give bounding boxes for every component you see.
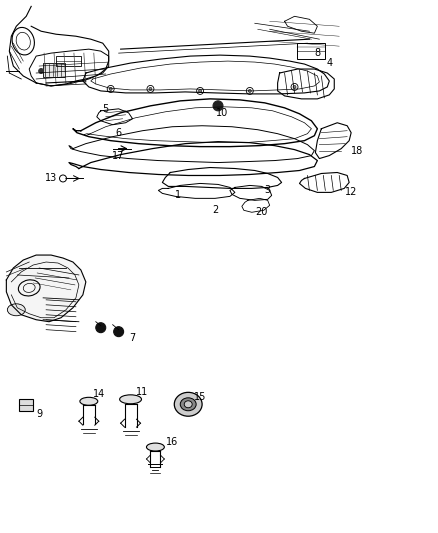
- Circle shape: [96, 322, 106, 333]
- Circle shape: [149, 87, 152, 91]
- Text: 17: 17: [113, 151, 125, 160]
- Text: 1: 1: [175, 190, 181, 200]
- Circle shape: [109, 87, 112, 91]
- Bar: [43, 63, 65, 77]
- Text: 13: 13: [45, 173, 57, 183]
- Bar: [297, 43, 325, 59]
- Circle shape: [248, 90, 251, 92]
- Bar: [19, 399, 33, 411]
- Text: 4: 4: [326, 58, 332, 68]
- Circle shape: [114, 327, 124, 337]
- Text: 9: 9: [36, 409, 42, 419]
- Text: 20: 20: [255, 207, 268, 217]
- Text: 12: 12: [345, 188, 357, 197]
- Text: 10: 10: [216, 108, 228, 118]
- Bar: [56, 56, 81, 66]
- Text: 14: 14: [93, 389, 105, 399]
- Circle shape: [198, 90, 201, 92]
- Ellipse shape: [146, 443, 164, 451]
- Circle shape: [39, 69, 44, 74]
- Ellipse shape: [7, 304, 25, 316]
- Polygon shape: [7, 255, 86, 322]
- Text: 2: 2: [212, 205, 218, 215]
- Ellipse shape: [174, 392, 202, 416]
- Text: 7: 7: [129, 333, 136, 343]
- Text: 6: 6: [116, 128, 122, 138]
- Ellipse shape: [180, 398, 196, 411]
- Circle shape: [213, 101, 223, 111]
- Text: 18: 18: [351, 146, 363, 156]
- Ellipse shape: [120, 395, 141, 404]
- Text: 16: 16: [166, 437, 178, 447]
- Text: 11: 11: [136, 387, 148, 397]
- Text: 3: 3: [265, 185, 271, 196]
- Text: 8: 8: [314, 48, 321, 58]
- Text: 5: 5: [102, 104, 109, 114]
- Ellipse shape: [80, 397, 98, 405]
- Circle shape: [293, 85, 296, 88]
- Text: 15: 15: [194, 392, 206, 402]
- Ellipse shape: [184, 401, 192, 408]
